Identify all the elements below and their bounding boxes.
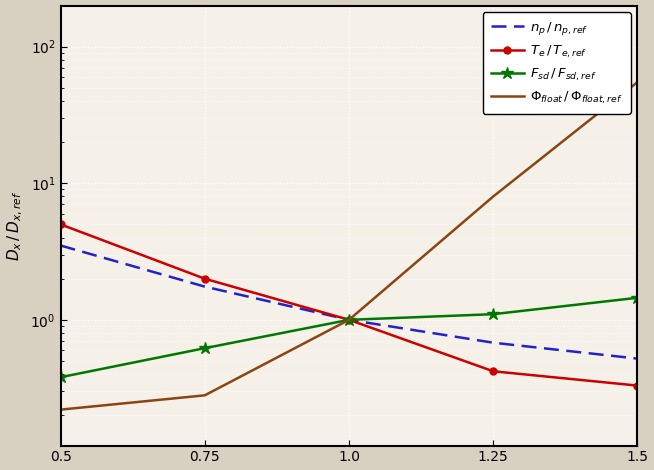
$T_e\,/\,T_{e,ref}$ <box>489 368 497 374</box>
Legend: $n_p\,/\,n_{p,ref}$, $T_e\,/\,T_{e,ref}$, $F_{sd}\,/\,F_{sd,ref}$, $\Phi_{float}: $n_p\,/\,n_{p,ref}$, $T_e\,/\,T_{e,ref}$… <box>483 12 631 114</box>
$T_e\,/\,T_{e,ref}$ <box>345 317 353 322</box>
$T_e\,/\,T_{e,ref}$ <box>634 383 642 388</box>
Line: $F_{sd}\,/\,F_{sd,ref}$: $F_{sd}\,/\,F_{sd,ref}$ <box>54 291 644 384</box>
Line: $T_e\,/\,T_{e,ref}$: $T_e\,/\,T_{e,ref}$ <box>57 221 641 389</box>
$F_{sd}\,/\,F_{sd,ref}$ <box>634 295 642 301</box>
$n_p\,/\,n_{p,ref}$ <box>201 284 209 290</box>
$F_{sd}\,/\,F_{sd,ref}$ <box>489 311 497 317</box>
$F_{sd}\,/\,F_{sd,ref}$ <box>57 375 65 380</box>
$n_p\,/\,n_{p,ref}$ <box>634 356 642 361</box>
$F_{sd}\,/\,F_{sd,ref}$ <box>345 317 353 322</box>
$\Phi_{float}\,/\,\Phi_{float,ref}$ <box>634 79 642 85</box>
$\Phi_{float}\,/\,\Phi_{float,ref}$ <box>489 194 497 199</box>
$n_p\,/\,n_{p,ref}$ <box>489 340 497 345</box>
Line: $\Phi_{float}\,/\,\Phi_{float,ref}$: $\Phi_{float}\,/\,\Phi_{float,ref}$ <box>61 82 638 410</box>
$n_p\,/\,n_{p,ref}$ <box>345 317 353 322</box>
$T_e\,/\,T_{e,ref}$ <box>57 221 65 227</box>
$\Phi_{float}\,/\,\Phi_{float,ref}$ <box>57 407 65 413</box>
$F_{sd}\,/\,F_{sd,ref}$ <box>201 345 209 351</box>
$n_p\,/\,n_{p,ref}$ <box>57 243 65 248</box>
$\Phi_{float}\,/\,\Phi_{float,ref}$ <box>201 392 209 398</box>
Line: $n_p\,/\,n_{p,ref}$: $n_p\,/\,n_{p,ref}$ <box>61 245 638 359</box>
Y-axis label: $D_x\,/\,D_{x,ref}$: $D_x\,/\,D_{x,ref}$ <box>5 190 25 261</box>
$\Phi_{float}\,/\,\Phi_{float,ref}$ <box>345 317 353 322</box>
$T_e\,/\,T_{e,ref}$ <box>201 276 209 282</box>
